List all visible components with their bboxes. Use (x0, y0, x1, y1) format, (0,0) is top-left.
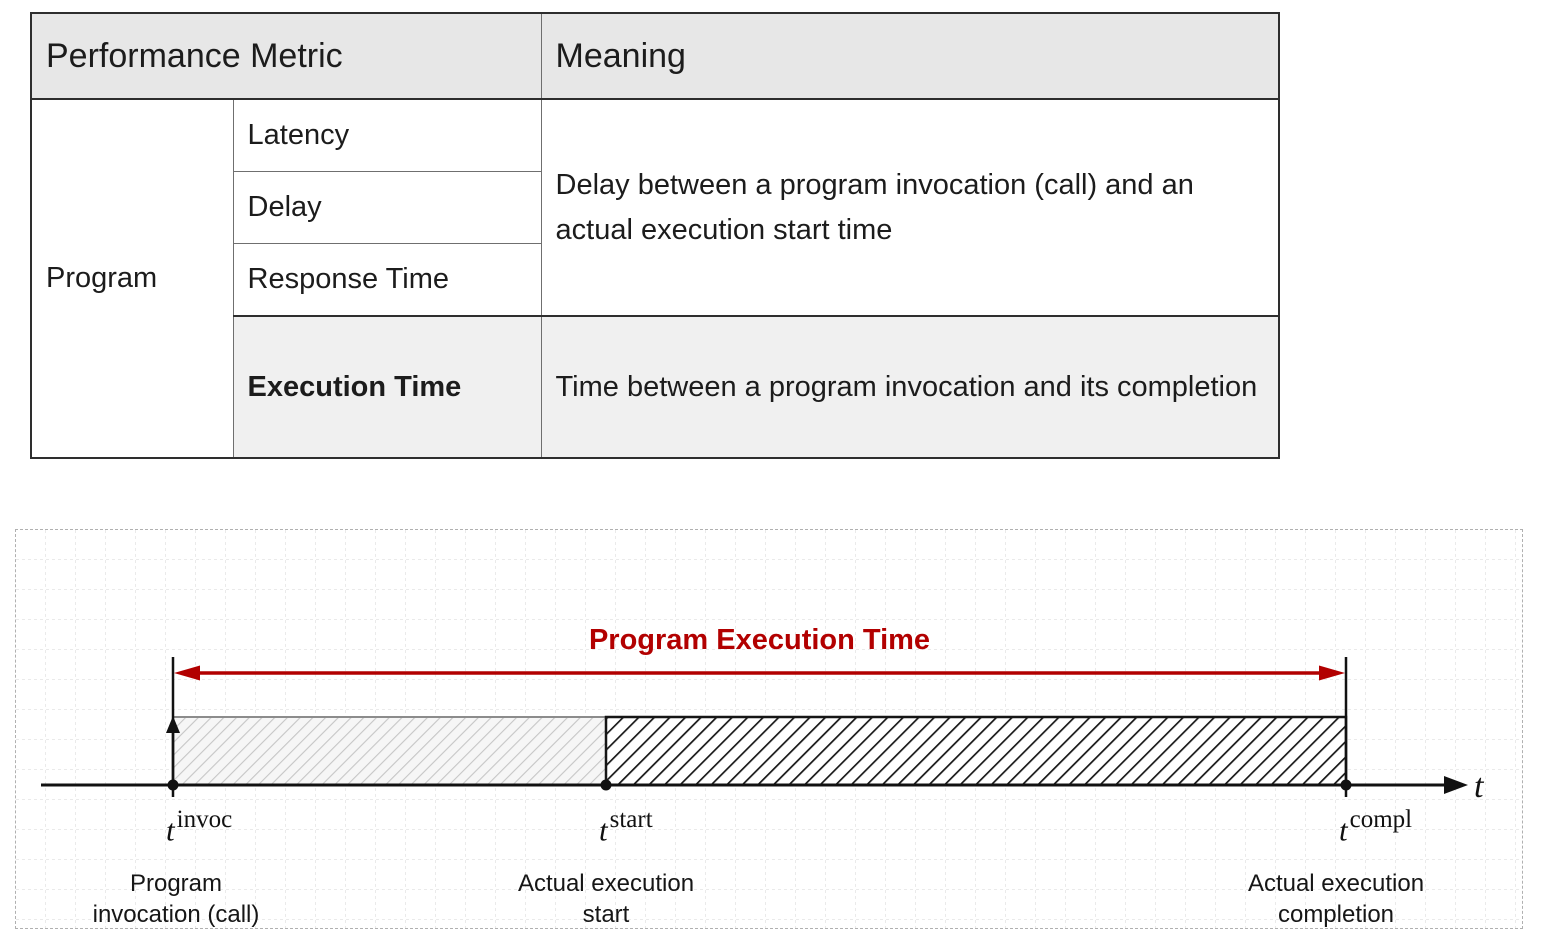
timeline-canvas (16, 530, 1522, 928)
metric-response-time: Response Time (232, 243, 542, 317)
metric-delay: Delay (232, 171, 542, 244)
t-start-base: t (599, 812, 608, 848)
performance-metric-table: Performance Metric Meaning Program Laten… (30, 12, 1281, 459)
time-axis-arrowhead-icon (1444, 776, 1468, 794)
time-axis-label: t (1474, 768, 1484, 805)
completion-caption-line1: Actual execution (1247, 870, 1425, 897)
t-invoc-superscript: invoc (176, 806, 233, 833)
table-header-row: Performance Metric Meaning (30, 12, 1280, 100)
invocation-caption-line2: invocation (call) (92, 901, 260, 928)
t-compl-label: tcompl (1339, 806, 1413, 848)
header-meaning: Meaning (540, 12, 1280, 100)
start-caption: Actual execution start (446, 868, 766, 929)
metric-latency: Latency (232, 98, 542, 172)
header-performance-metric: Performance Metric (30, 12, 542, 100)
completion-caption: Actual execution completion (1176, 868, 1496, 929)
execution-time-arrow-right-head-icon (1319, 665, 1345, 681)
t-invoc-base: t (166, 812, 175, 848)
table-row: Response Time (31, 243, 1279, 317)
invocation-point (167, 779, 179, 791)
table-row-execution-time: Execution Time Time between a program in… (31, 315, 1280, 459)
execution-timeline-diagram: Program Execution Time tinvoc tstart tco… (15, 529, 1523, 929)
meaning-execution-time: Time between a program invocation and it… (540, 315, 1280, 459)
completion-caption-line2: completion (1277, 901, 1395, 928)
start-point (600, 779, 612, 791)
group-label-program: Program (30, 98, 234, 459)
meaning-invocation-delay: Delay between a program invocation (call… (540, 98, 1280, 317)
waiting-period-box (172, 716, 607, 786)
execution-period-box (604, 715, 1348, 787)
t-compl-superscript: compl (1349, 806, 1413, 833)
t-start-label: tstart (599, 806, 653, 848)
table-row: Program Latency Delay between a program … (30, 98, 1280, 459)
start-caption-line1: Actual execution (517, 870, 695, 897)
table-row: Delay (31, 171, 1279, 244)
invocation-caption: Program invocation (call) (16, 868, 336, 929)
t-start-superscript: start (609, 806, 653, 833)
execution-time-title: Program Execution Time (588, 624, 931, 656)
t-compl-base: t (1339, 812, 1348, 848)
invocation-up-arrowhead-icon (166, 716, 180, 733)
invocation-caption-line1: Program (129, 870, 223, 897)
completion-point (1340, 779, 1352, 791)
start-caption-line2: start (582, 901, 630, 928)
execution-time-arrow-left-head-icon (174, 665, 200, 681)
t-invoc-label: tinvoc (166, 806, 233, 848)
metric-execution-time: Execution Time (232, 315, 542, 459)
